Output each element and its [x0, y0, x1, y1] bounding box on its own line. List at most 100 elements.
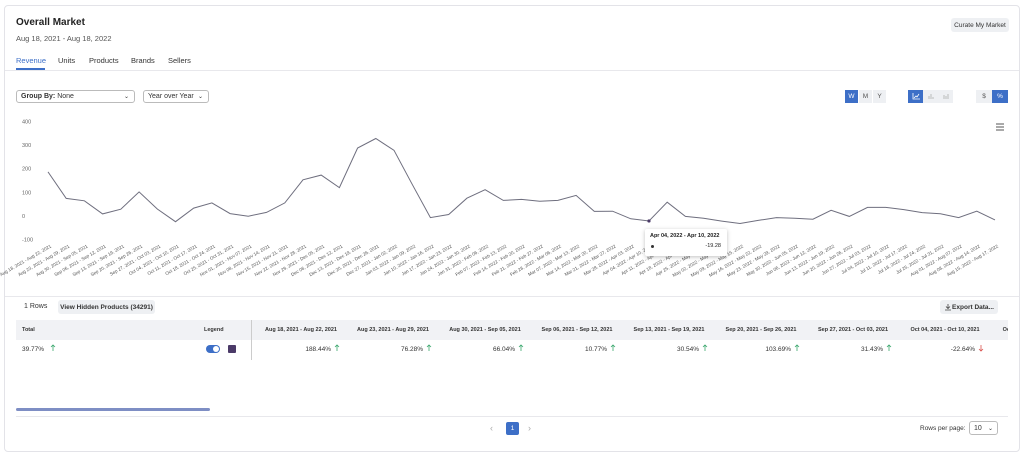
arrow [794, 344, 800, 351]
value-cell: 103.69% [765, 345, 791, 353]
unit-toggle[interactable]: $ [976, 90, 992, 103]
arrow [334, 344, 340, 351]
down-arrow [978, 345, 984, 352]
tab[interactable]: Revenue [16, 56, 47, 65]
next-page[interactable]: › [528, 423, 531, 433]
date-range: Aug 18, 2021 - Aug 18, 2022 [16, 34, 112, 43]
y-tick-label: 300 [22, 143, 31, 149]
arrow [426, 344, 432, 351]
header-cell: Aug 23, 2021 - Aug 29, 2021 [357, 327, 429, 333]
up-arrow [886, 344, 892, 351]
row-count: 1 Rows [24, 303, 48, 310]
tab-underline [16, 68, 45, 70]
tab[interactable]: Sellers [168, 56, 191, 65]
tooltip-value: -19.28 [705, 242, 721, 249]
y-tick-label: 200 [22, 167, 31, 173]
hidden-products-button[interactable]: View Hidden Products (34291) [58, 300, 155, 314]
period-toggle[interactable]: M [859, 90, 872, 103]
group-by-select[interactable]: Group By: None ⌄ [16, 90, 135, 103]
icon [945, 303, 952, 310]
tab[interactable]: Products [89, 56, 119, 65]
series-line [47, 137, 996, 225]
column-divider [251, 320, 252, 360]
header-cell: Aug 30, 2021 - Sep 05, 2021 [449, 327, 521, 333]
arrow [610, 344, 616, 351]
legend-swatch [228, 345, 236, 353]
y-tick-label: 100 [22, 190, 31, 196]
line-chart-toggle[interactable] [908, 90, 923, 103]
bar-chart-toggle[interactable] [923, 90, 938, 103]
tab[interactable]: Units [58, 56, 76, 65]
arrow [702, 344, 708, 351]
unit-toggle[interactable]: % [992, 90, 1008, 103]
header-cell: Total [22, 327, 35, 333]
arrow [978, 345, 984, 352]
up-arrow [610, 344, 616, 351]
up-arrow [426, 344, 432, 351]
toggle-knob [213, 346, 219, 352]
y-tick-label: 0 [22, 214, 25, 220]
header-cell: Sep 13, 2021 - Sep 19, 2021 [633, 327, 705, 333]
export-label: Export Data... [952, 303, 994, 311]
group-by-value: None [57, 93, 74, 100]
comparison-value: Year over Year [148, 93, 194, 100]
tooltip: Apr 04, 2022 - Apr 10, 2022 -19.28 [644, 228, 727, 256]
tab[interactable]: Brands [131, 56, 155, 65]
period-toggle[interactable]: W [845, 90, 858, 103]
y-tick-label: -100 [22, 237, 33, 243]
header-cell: Sep 27, 2021 - Oct 03, 2021 [817, 327, 889, 333]
rows-per-page-select[interactable]: 10 ⌄ [969, 421, 998, 435]
stack-chart-toggle[interactable] [938, 90, 953, 103]
up-arrow [334, 344, 340, 351]
prev-page[interactable]: ‹ [490, 423, 493, 433]
table-header [16, 320, 1008, 340]
curate-button[interactable]: Curate My Market [951, 18, 1009, 32]
header-cell: Sep 06, 2021 - Sep 12, 2021 [541, 327, 613, 333]
icon [943, 94, 948, 99]
rows-per-page-label: Rows per page: [920, 425, 966, 432]
divider [5, 296, 1019, 297]
icon [912, 93, 920, 100]
y-tick-label: 400 [22, 119, 31, 125]
value-cell: 31.43% [860, 345, 883, 353]
divider [16, 416, 1008, 417]
tooltip-title: Apr 04, 2022 - Apr 10, 2022 [649, 232, 720, 239]
tooltip-dot [650, 244, 654, 248]
table: Total Legend Aug 18, 2021 - Aug 22, 2021 Au… [16, 0, 1008, 420]
value-cell: 76.28% [400, 345, 423, 353]
value-cell: 10.77% [584, 345, 607, 353]
menu-icon[interactable] [996, 123, 1004, 131]
header-cell: Oct 11, 2021 - Oct 17, 2021 [1002, 327, 1008, 333]
icon [928, 94, 933, 99]
hover-point [647, 219, 651, 223]
value-cell: 66.04% [492, 345, 515, 353]
arrow [518, 344, 524, 351]
value-cell: 188.44% [305, 345, 331, 353]
rows-per-page-value: 10 [974, 424, 982, 432]
up-arrow [794, 344, 800, 351]
header-cell: Oct 04, 2021 - Oct 10, 2021 [910, 327, 980, 333]
header-cell: Aug 18, 2021 - Aug 22, 2021 [265, 327, 337, 333]
export-button[interactable]: Export Data... [940, 300, 998, 314]
group-by-label: Group By: [21, 93, 56, 100]
page-button[interactable]: 1 [506, 422, 519, 435]
scrollbar[interactable] [16, 408, 210, 411]
arrow [50, 344, 56, 351]
period-toggle[interactable]: Y [873, 90, 886, 103]
value-cell: 30.54% [676, 345, 699, 353]
page-title: Overall Market [16, 17, 85, 28]
card [4, 5, 1020, 452]
legend-toggle[interactable] [206, 345, 220, 353]
header-cell: Sep 20, 2021 - Sep 26, 2021 [725, 327, 797, 333]
total-cell: 39.77% [22, 345, 45, 353]
divider [5, 70, 1019, 71]
header-cell: Legend [204, 327, 224, 333]
up-arrow [50, 344, 56, 351]
value-cell: -22.64% [950, 345, 975, 353]
comparison-select[interactable]: Year over Year ⌄ [143, 90, 209, 103]
arrow [886, 344, 892, 351]
up-arrow [702, 344, 708, 351]
up-arrow [518, 344, 524, 351]
